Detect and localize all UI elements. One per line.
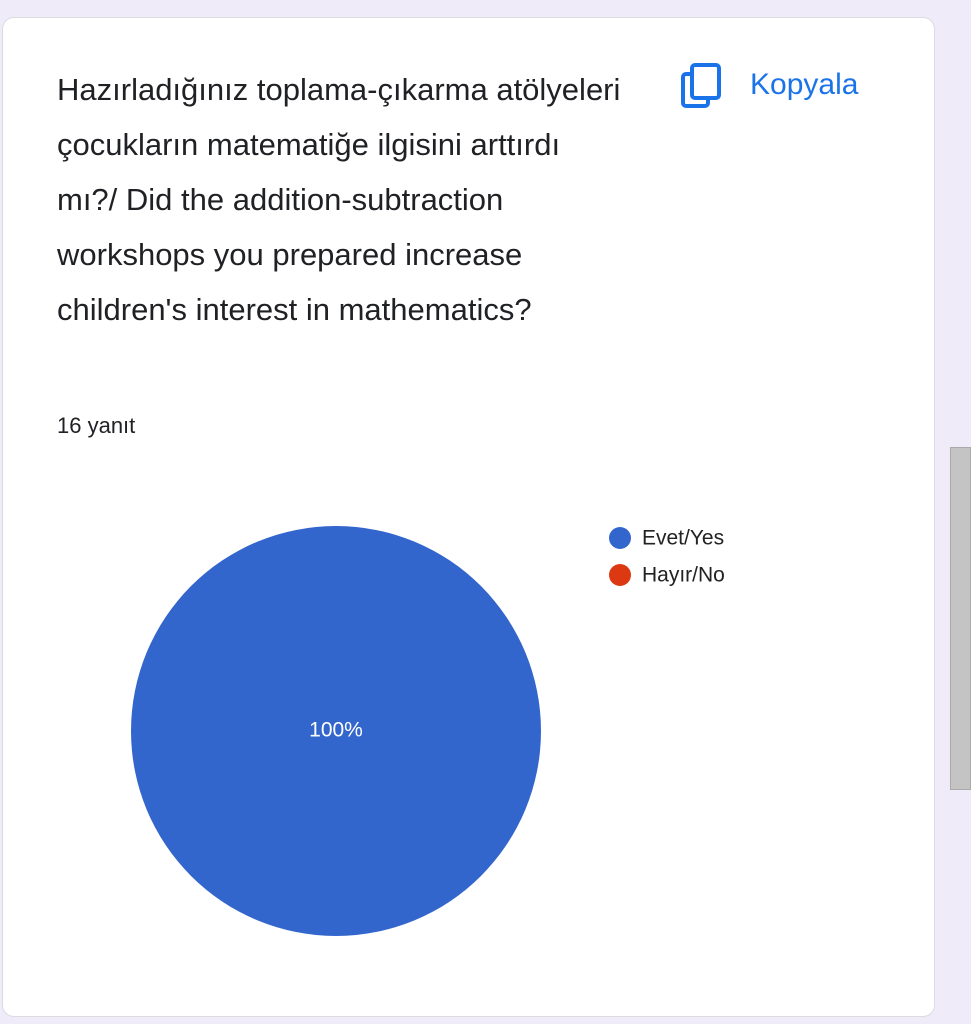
legend-swatch <box>609 527 631 549</box>
copy-icon <box>681 63 721 108</box>
response-count: 16 yanıt <box>57 413 136 438</box>
legend-swatch <box>609 564 631 586</box>
slice-label: 100% <box>309 719 363 742</box>
question-title: Hazırladığınız toplama-çıkarma atölyeler… <box>57 72 621 327</box>
legend-label: Evet/Yes <box>642 527 724 550</box>
pie-slice <box>131 526 541 936</box>
copy-button[interactable]: Kopyala <box>680 62 858 108</box>
legend-label: Hayır/No <box>642 564 725 587</box>
copy-label: Kopyala <box>750 68 859 101</box>
